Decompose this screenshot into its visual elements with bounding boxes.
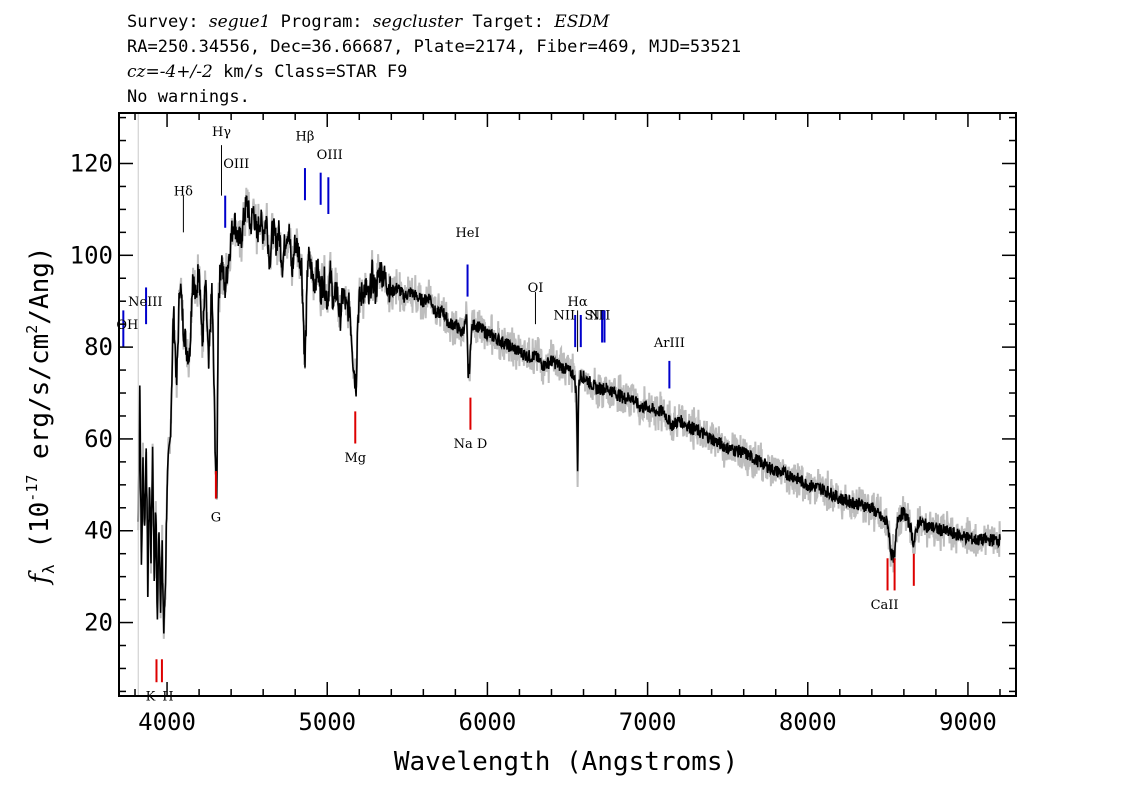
line-label-h-3968: H (162, 690, 173, 705)
x-axis-label: Wavelength (Angstroms) (394, 747, 738, 777)
line-label-oh-3727: OH (116, 318, 138, 333)
x-tick-label: 7000 (619, 708, 677, 736)
header-line-2: RA=250.34556, Dec=36.66687, Plate=2174, … (127, 37, 742, 57)
line-label-ariii-7136: ArIII (653, 336, 685, 351)
y-tick-label: 20 (84, 609, 113, 637)
target-value: ESDM (554, 12, 610, 32)
header-line-3: cz=-4+/-2 km/s Class=STAR F9 (127, 62, 407, 82)
x-tick-label: 5000 (298, 708, 356, 736)
error-band (137, 187, 1001, 639)
y-axis-label: fλ (10-17 erg/s/cm2/Ang) (23, 246, 58, 585)
line-label-nii-6548: NII (554, 309, 576, 324)
plot-frame (118, 112, 1017, 697)
svg-text:fλ (10-17 erg/s/cm2/Ang): fλ (10-17 erg/s/cm2/Ang) (23, 246, 58, 585)
y-tick-label: 60 (84, 425, 113, 453)
line-label-h--4861: Hβ (296, 130, 315, 145)
line-label-neiii-3869: NeIII (128, 295, 162, 310)
y-tick-label: 120 (70, 149, 113, 177)
x-tick-label: 9000 (939, 708, 997, 736)
program-label: Program: (280, 12, 363, 32)
flux-curve (137, 195, 1001, 634)
y-tick-label: 100 (70, 241, 113, 269)
line-label-h--4102: Hδ (174, 185, 193, 200)
x-tick-label: 8000 (779, 708, 837, 736)
y-tick-label: 80 (84, 333, 113, 361)
header-line-4: No warnings. (127, 87, 250, 107)
line-label-hei-5876: HeI (455, 226, 479, 241)
cz-value: -4+/-2 (159, 62, 213, 82)
header-line-1: Survey: segue1 Program: segcluster Targe… (127, 12, 609, 32)
spectral-line-markers: OHNeIIIHδHγOIIIHβOIIIHeIOINIIHαNIISIIArI… (116, 125, 915, 705)
line-label-oi-6300: OI (528, 281, 544, 296)
line-label-na-d-5894: Na D (454, 437, 488, 452)
line-label-sii-6716: SII (585, 309, 604, 324)
line-label-g-4305: G (211, 511, 221, 526)
class-text: Class=STAR F9 (274, 62, 408, 82)
x-tick-label: 6000 (459, 708, 517, 736)
line-label-oiii-4959: OIII (317, 148, 343, 163)
error-curve (137, 187, 1001, 639)
survey-value: segue1 (208, 12, 271, 32)
line-label-caii-8542: CaII (871, 598, 899, 613)
survey-label: Survey: (127, 12, 199, 32)
cz-label: cz= (127, 62, 160, 82)
flux-layer (137, 195, 1001, 634)
line-label-mg-5175: Mg (344, 451, 366, 466)
x-tick-label: 4000 (138, 708, 196, 736)
line-label-k-3934: K (146, 690, 156, 705)
cz-unit: km/s (223, 62, 265, 82)
y-tick-label: 40 (84, 517, 113, 545)
program-value: segcluster (372, 12, 463, 32)
line-label-oiii-4363: OIII (223, 157, 249, 172)
axes: 4000 5000 6000 7000 8000 9000 20 40 60 80 100 120 (70, 112, 1017, 736)
target-label: Target: (472, 12, 545, 32)
line-label-h--4340: Hγ (212, 125, 231, 140)
line-label-h--6563: Hα (568, 295, 588, 310)
